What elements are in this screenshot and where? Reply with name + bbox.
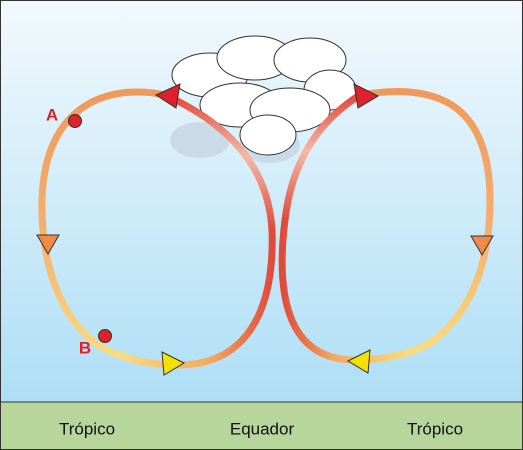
ground bbox=[0, 401, 523, 450]
right-cell bbox=[278, 88, 494, 364]
left-cell bbox=[38, 88, 276, 369]
point-label: A bbox=[46, 105, 58, 124]
point-label: B bbox=[79, 338, 91, 357]
cloud bbox=[170, 35, 357, 163]
ground-label: Trópico bbox=[407, 419, 463, 438]
ground-label: Equador bbox=[230, 419, 295, 438]
point-a bbox=[68, 114, 82, 128]
ground-label: Trópico bbox=[59, 419, 115, 438]
point-b bbox=[98, 329, 112, 343]
arrows bbox=[36, 83, 494, 376]
